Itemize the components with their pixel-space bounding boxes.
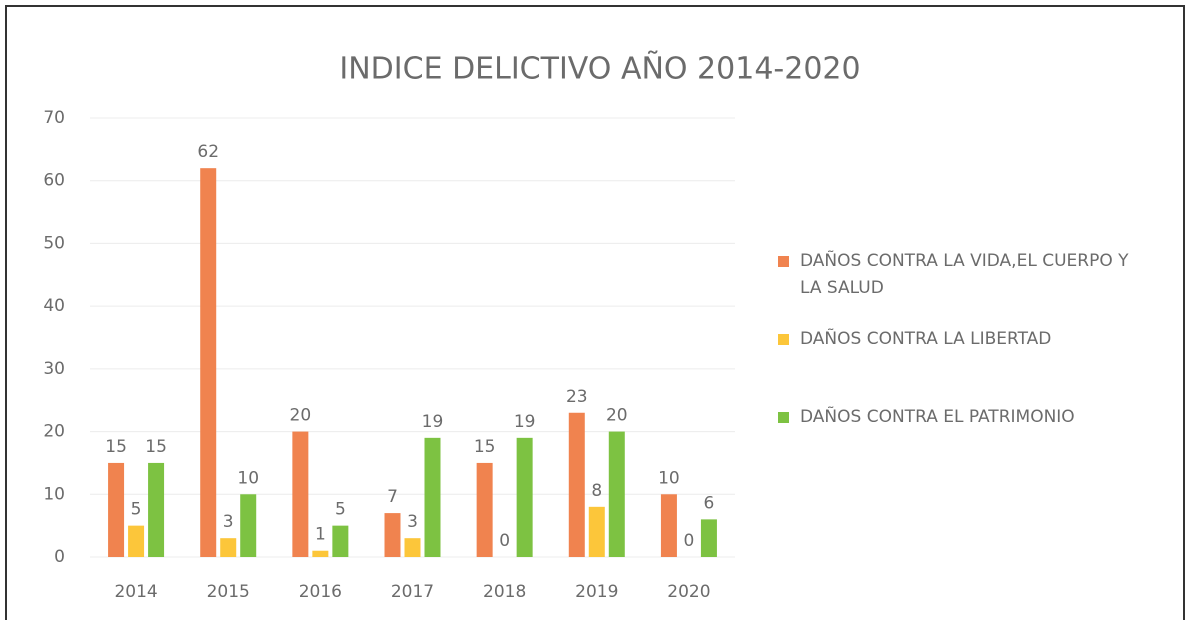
legend-item: DAÑOS CONTRA LA VIDA,EL CUERPO Y LA SALU… [778, 248, 1148, 302]
x-tick-label: 2019 [575, 582, 618, 602]
legend-label: DAÑOS CONTRA LA LIBERTAD [800, 329, 1052, 349]
y-tick-label: 60 [43, 171, 65, 191]
data-label: 15 [474, 437, 496, 457]
legend-item: DAÑOS CONTRA EL PATRIMONIO [778, 404, 1148, 431]
bar [424, 437, 441, 557]
bar [148, 462, 165, 557]
bar [108, 462, 125, 557]
data-label: 20 [606, 406, 628, 426]
bar [128, 525, 145, 557]
legend-item: DAÑOS CONTRA LA LIBERTAD [778, 326, 1148, 353]
y-tick-label: 30 [43, 359, 65, 379]
y-tick-label: 70 [43, 108, 65, 128]
legend-swatch [778, 256, 789, 267]
bar [220, 538, 237, 557]
bar [516, 437, 533, 557]
data-label: 10 [237, 468, 259, 488]
data-label: 15 [145, 437, 167, 457]
data-label: 10 [658, 468, 680, 488]
y-tick-label: 0 [54, 547, 65, 567]
legend-label: DAÑOS CONTRA LA VIDA,EL CUERPO Y LA SALU… [800, 251, 1129, 298]
x-tick-label: 2015 [207, 582, 250, 602]
x-tick-label: 2014 [114, 582, 157, 602]
legend-label: DAÑOS CONTRA EL PATRIMONIO [800, 407, 1075, 427]
data-label: 5 [335, 500, 346, 520]
bar [588, 506, 605, 557]
data-label: 5 [131, 500, 142, 520]
x-tick-label: 2020 [667, 582, 710, 602]
x-tick-label: 2016 [299, 582, 342, 602]
data-label: 0 [499, 531, 510, 551]
data-label: 8 [591, 481, 602, 501]
bar [312, 550, 329, 557]
x-tick-label: 2018 [483, 582, 526, 602]
x-tick-label: 2017 [391, 582, 434, 602]
data-label: 20 [290, 406, 312, 426]
data-label: 15 [105, 437, 127, 457]
chart-frame [5, 5, 1185, 620]
y-tick-label: 10 [43, 484, 65, 504]
data-label: 3 [407, 512, 418, 532]
chart-title: INDICE DELICTIVO AÑO 2014-2020 [339, 51, 860, 87]
bar [404, 538, 421, 557]
bar [660, 494, 677, 557]
data-label: 3 [223, 512, 234, 532]
data-label: 19 [422, 412, 444, 432]
data-label: 23 [566, 387, 588, 407]
data-label: 1 [315, 525, 326, 545]
y-tick-label: 20 [43, 422, 65, 442]
y-tick-label: 50 [43, 233, 65, 253]
bar [332, 525, 349, 557]
bar [476, 462, 493, 557]
data-label: 19 [514, 412, 536, 432]
data-label: 6 [704, 493, 715, 513]
data-label: 7 [387, 487, 398, 507]
bar [240, 494, 257, 557]
data-label: 62 [197, 142, 219, 162]
bar [700, 519, 717, 557]
legend-swatch [778, 412, 789, 423]
bar [200, 168, 217, 557]
legend-swatch [778, 334, 789, 345]
data-label: 0 [684, 531, 695, 551]
bar [384, 513, 401, 557]
bar [608, 431, 625, 557]
bar [568, 412, 585, 557]
bar [292, 431, 309, 557]
y-tick-label: 40 [43, 296, 65, 316]
